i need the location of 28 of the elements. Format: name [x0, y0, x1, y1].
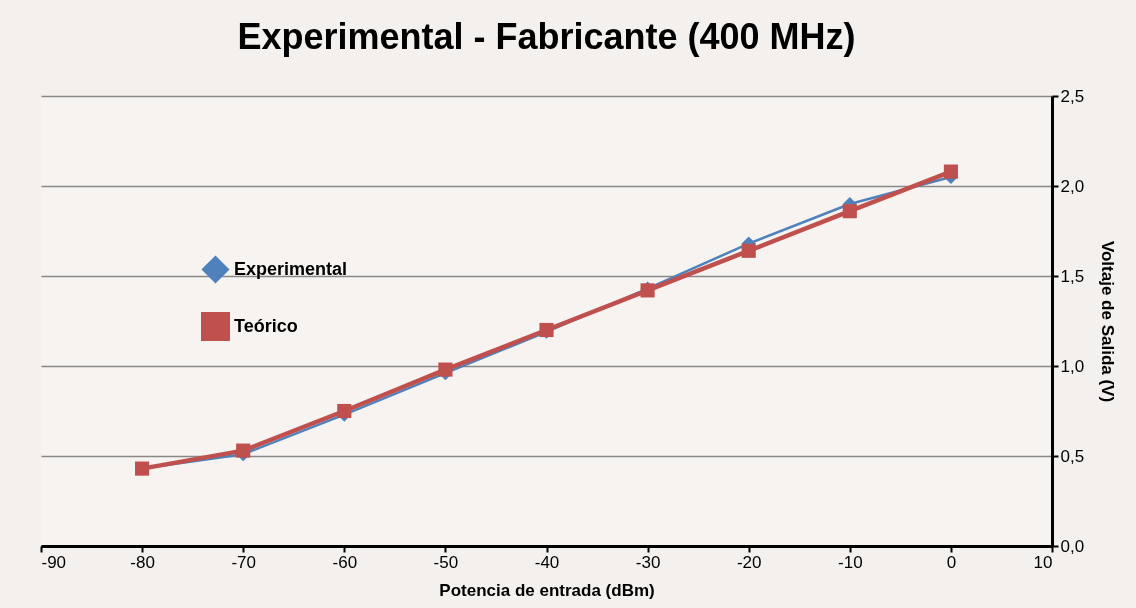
legend-label: Teórico [234, 315, 298, 336]
point [236, 443, 251, 458]
y-tick-label: 0,0 [1060, 536, 1085, 556]
x-tick-label: -70 [231, 552, 256, 572]
point [741, 243, 756, 258]
y-tick-label: 2,5 [1060, 86, 1085, 106]
point [943, 164, 958, 179]
y-tick-label: 1,0 [1060, 356, 1085, 376]
x-tick-label: -40 [534, 552, 560, 572]
x-axis-title: Potencia de entrada (dBm) [439, 580, 655, 600]
x-tick-label: -90 [41, 552, 67, 572]
chart-title: Experimental - Fabricante (400 MHz) [237, 16, 856, 57]
y-tick-label: 2,0 [1060, 176, 1085, 196]
legend-label: Experimental [234, 258, 348, 279]
point [337, 403, 352, 419]
y-tick-label: 0,5 [1060, 446, 1085, 466]
point [842, 204, 857, 219]
x-tick-label: -20 [736, 552, 762, 572]
x-tick-label: -30 [635, 552, 661, 572]
point [438, 362, 453, 377]
x-tick-label: -50 [433, 552, 459, 572]
x-tick-label: 10 [1033, 552, 1053, 572]
y-axis-title: Voltaje de Salida (V) [1098, 240, 1118, 403]
x-tick-label: -10 [838, 552, 863, 572]
x-tick-label: 0 [946, 552, 957, 572]
x-tick-label: -80 [130, 552, 155, 572]
y-tick-label: 1,5 [1060, 266, 1085, 286]
x-tick-label: -60 [332, 552, 358, 572]
